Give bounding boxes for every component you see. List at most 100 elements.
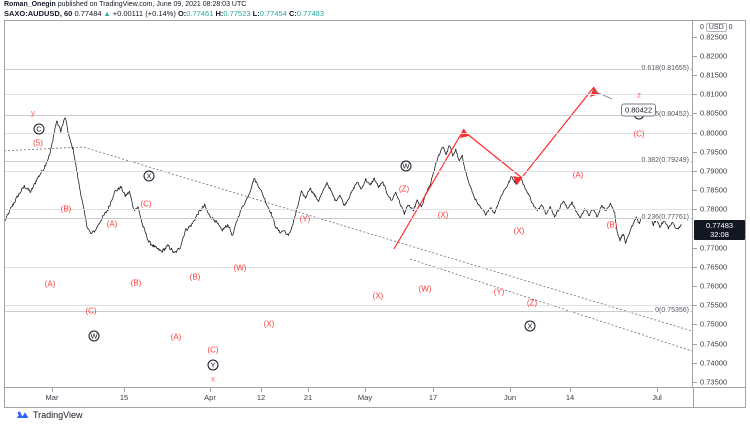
tradingview-label: TradingView (33, 410, 83, 420)
tradingview-logo-icon (17, 411, 29, 418)
last-price: 0.77484 (74, 9, 102, 18)
fib-level-line (5, 69, 692, 71)
unit-right: 0 (728, 24, 733, 31)
price-tick (693, 343, 697, 345)
close-key: C: (288, 9, 297, 18)
price-tick (693, 190, 697, 192)
wave-label-x: (X) (372, 291, 384, 301)
wave-label-y: (Y) (299, 214, 311, 224)
wave-label-5: (5) (33, 138, 43, 148)
price-tick-label: 0.82000 (700, 51, 728, 61)
price-tick-label: 0.80500 (700, 108, 728, 118)
high-key: H: (215, 9, 224, 18)
wave-label-a: (A) (106, 219, 118, 229)
low-value: 0.77454 (259, 9, 287, 18)
time-tick (308, 388, 309, 392)
fib-level-line (5, 115, 692, 117)
wave-label-a: (A) (170, 332, 182, 342)
price-tick (693, 362, 697, 364)
wave-label-z: z (637, 90, 641, 100)
fib-level-label: 0.618(0.81655) (640, 65, 690, 73)
time-tick (657, 388, 658, 392)
price-tick (693, 209, 697, 211)
chart-header: Roman_Onegin published on TradingView.co… (4, 0, 694, 20)
tradingview-branding: TradingView (16, 410, 83, 420)
price-tick (693, 382, 697, 383)
wave-label-y: Y (207, 359, 219, 371)
time-tick-label: May (357, 393, 373, 402)
time-tick (210, 388, 211, 392)
time-tick-label: Jun (503, 393, 517, 402)
time-axis-separator (693, 388, 694, 408)
wave-label-w: W (400, 160, 412, 172)
price-tick (693, 132, 697, 134)
wave-label-c: C (33, 123, 45, 135)
fib-level-label: 0.382(0.79249) (640, 157, 690, 165)
author-name: Roman_Onegin (4, 1, 56, 8)
wave-label-z: (Z) (398, 184, 410, 194)
time-tick (52, 388, 53, 392)
wave-label-c: (C) (85, 306, 97, 316)
grid-line (5, 266, 692, 268)
price-tick (693, 305, 697, 307)
unit-currency: USD (705, 23, 727, 32)
wave-label-x: X (143, 170, 155, 182)
wave-label-x: X (524, 320, 536, 332)
fib-level-label: 0(0.75356) (654, 306, 690, 314)
price-tick-label: 0.78500 (700, 185, 728, 195)
time-tick (261, 388, 262, 392)
fib-level-label: 0.5(0.80452) (648, 111, 690, 119)
chart-plot-area[interactable]: 0.764(0.83143)0.618(0.81655)0.5(0.80452)… (4, 20, 692, 388)
price-tick-label: 0.76000 (700, 281, 728, 291)
grid-line (5, 170, 692, 172)
time-tick (570, 388, 571, 392)
wave-label-w: (W) (418, 284, 432, 294)
open-value: 0.77461 (186, 9, 214, 18)
price-tick-label: 0.80000 (700, 128, 728, 138)
price-tick (693, 247, 697, 249)
header-quote-line: SAXO:AUDUSD, 60 0.77484 ▲ +0.00111 (+0.1… (4, 9, 694, 20)
wave-label-a: (A) (572, 170, 584, 180)
fib-level-line (5, 310, 692, 312)
current-price-value: 0.77483 (705, 221, 734, 231)
wave-label-y: y (31, 108, 35, 118)
price-tick-label: 0.82500 (700, 32, 728, 42)
price-tick-label: 0.75500 (700, 300, 728, 310)
symbol-label[interactable]: SAXO:AUDUSD, 60 (4, 9, 73, 18)
price-tick-label: 0.75000 (700, 319, 728, 329)
bar-countdown: 32:08 (710, 230, 729, 240)
price-line (5, 117, 682, 253)
projection-arrows (393, 86, 599, 250)
time-tick-label: 21 (303, 393, 313, 402)
open-key: O: (177, 9, 187, 18)
price-tick (693, 74, 697, 76)
wave-label-b: (B) (606, 220, 618, 230)
price-tick (693, 151, 697, 153)
price-tick (693, 324, 697, 326)
time-tick-label: Jul (652, 393, 662, 402)
time-axis[interactable]: Mar 15 Apr 12 21 May 17 Jun 14 Jul (4, 388, 746, 408)
wave-label-x: (X) (437, 210, 449, 220)
price-change-percent: (+0.14%) (145, 9, 176, 18)
time-tick (365, 388, 366, 392)
wave-label-w: (W) (233, 263, 247, 273)
wave-label-x: (X) (513, 226, 525, 236)
secondary-trendline (409, 258, 692, 352)
wave-label-x: x (211, 374, 215, 384)
price-tick-label: 0.74000 (700, 358, 728, 368)
price-tick-label: 0.74500 (700, 339, 728, 349)
wave-label-y: (Y) (493, 287, 505, 297)
grid-line (5, 94, 692, 96)
wave-label-c: (C) (207, 345, 219, 355)
wave-label-b: (B) (130, 278, 142, 288)
wave-label-x: (X) (263, 319, 275, 329)
price-tick-label: 0.73500 (700, 377, 728, 387)
header-attribution: Roman_Onegin published on TradingView.co… (4, 0, 694, 9)
price-axis[interactable]: 0 USD 0 0.82500 0.82000 0.81500 0.81000 0.80… (692, 20, 746, 388)
fib-level-line (5, 218, 692, 220)
fib-level-line (5, 161, 692, 163)
price-tick (693, 266, 697, 268)
price-tick-label: 0.81500 (700, 70, 728, 80)
price-tick-label: 0.81000 (700, 89, 728, 99)
price-tick (693, 170, 697, 172)
